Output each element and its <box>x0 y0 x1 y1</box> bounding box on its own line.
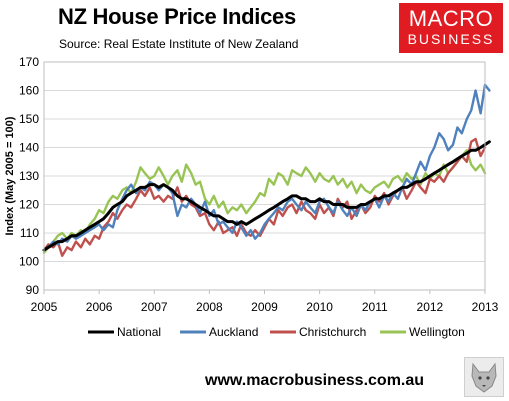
series-line-christchurch <box>42 137 487 257</box>
x-tick-label: 2010 <box>306 300 333 314</box>
x-tick-label: 2007 <box>141 300 168 314</box>
wolf-logo <box>464 357 504 397</box>
y-tick-label: 170 <box>19 55 39 69</box>
macrobusiness-logo: MACRO BUSINESS <box>399 3 503 53</box>
y-axis-label: Index (May 2005 = 100) <box>4 116 16 235</box>
legend-label-auckland: Auckland <box>209 325 258 339</box>
series-lines <box>42 83 491 257</box>
x-tick-label: 2008 <box>196 300 223 314</box>
x-tick-label: 2012 <box>417 300 444 314</box>
logo-line-2: BUSINESS <box>407 31 495 47</box>
y-tick-label: 120 <box>19 198 39 212</box>
x-tick-label: 2005 <box>31 300 58 314</box>
logo-line-1: MACRO <box>408 6 494 31</box>
y-tick-label: 90 <box>26 283 40 297</box>
series-line-national <box>42 140 491 252</box>
y-tick-label: 150 <box>19 112 39 126</box>
legend-label-wellington: Wellington <box>409 325 465 339</box>
chart-title: NZ House Price Indices <box>58 4 296 29</box>
y-tick-label: 160 <box>19 84 39 98</box>
series-line-auckland <box>42 83 491 252</box>
x-axis-ticks: 2005 2006 2007 2008 2009 2010 2011 2012 2013 <box>31 290 499 314</box>
legend-label-christchurch: Christchurch <box>299 325 366 339</box>
y-tick-label: 100 <box>19 255 39 269</box>
x-tick-label: 2006 <box>86 300 113 314</box>
chart-subtitle: Source: Real Estate Institute of New Zea… <box>59 37 299 51</box>
legend: National Auckland Christchurch Wellington <box>88 325 465 339</box>
series-line-wellington <box>42 149 487 255</box>
legend-label-national: National <box>117 325 161 339</box>
x-tick-label: 2011 <box>362 300 388 314</box>
gridlines <box>44 90 485 262</box>
x-tick-label: 2013 <box>472 300 499 314</box>
x-tick-label: 2009 <box>251 300 278 314</box>
y-tick-label: 130 <box>19 169 39 183</box>
footer-url: www.macrobusiness.com.au <box>205 372 425 389</box>
y-tick-label: 140 <box>19 141 39 155</box>
y-tick-label: 110 <box>20 226 39 240</box>
y-axis-ticks: 90 100 110 120 130 140 150 160 170 <box>19 55 39 297</box>
